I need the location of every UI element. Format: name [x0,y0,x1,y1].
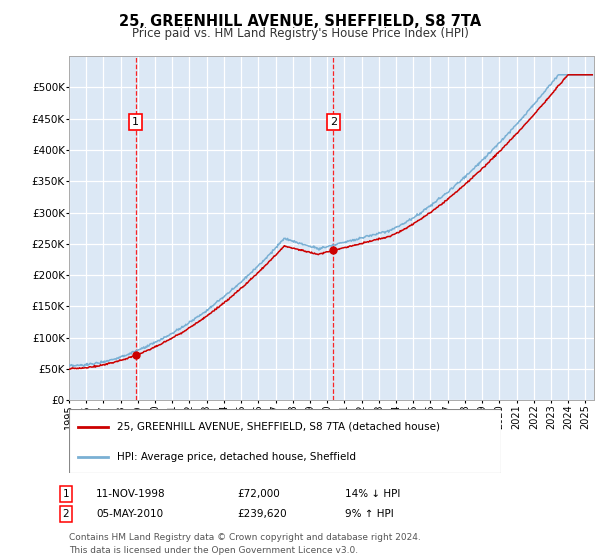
Text: Price paid vs. HM Land Registry's House Price Index (HPI): Price paid vs. HM Land Registry's House … [131,27,469,40]
FancyBboxPatch shape [69,409,501,473]
Text: 2: 2 [329,116,337,127]
Text: 25, GREENHILL AVENUE, SHEFFIELD, S8 7TA: 25, GREENHILL AVENUE, SHEFFIELD, S8 7TA [119,14,481,29]
Text: Contains HM Land Registry data © Crown copyright and database right 2024.: Contains HM Land Registry data © Crown c… [69,533,421,542]
Text: £72,000: £72,000 [237,489,280,499]
Text: 2: 2 [62,509,70,519]
Text: 1: 1 [132,116,139,127]
Text: 05-MAY-2010: 05-MAY-2010 [96,509,163,519]
Text: 11-NOV-1998: 11-NOV-1998 [96,489,166,499]
Text: 14% ↓ HPI: 14% ↓ HPI [345,489,400,499]
Text: £239,620: £239,620 [237,509,287,519]
Text: 1: 1 [62,489,70,499]
Text: HPI: Average price, detached house, Sheffield: HPI: Average price, detached house, Shef… [116,452,356,462]
Text: 25, GREENHILL AVENUE, SHEFFIELD, S8 7TA (detached house): 25, GREENHILL AVENUE, SHEFFIELD, S8 7TA … [116,422,440,432]
Text: This data is licensed under the Open Government Licence v3.0.: This data is licensed under the Open Gov… [69,546,358,555]
Text: 9% ↑ HPI: 9% ↑ HPI [345,509,394,519]
